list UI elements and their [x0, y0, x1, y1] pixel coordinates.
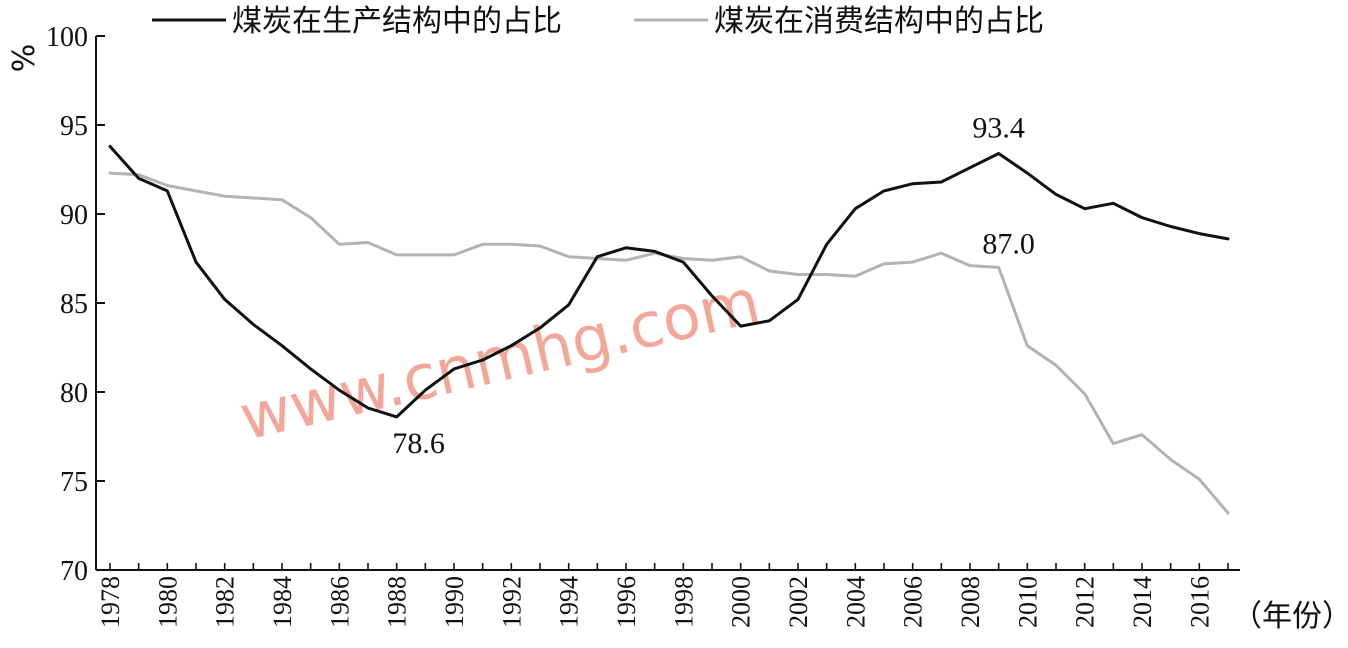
x-tick-label: 1992 — [497, 576, 526, 628]
x-tick-label: 1982 — [211, 576, 240, 628]
y-tick-label: 70 — [60, 556, 88, 587]
series-layer — [108, 144, 1230, 515]
x-tick-label: 1994 — [555, 576, 584, 628]
x-tick-label: 2016 — [1185, 576, 1214, 628]
y-tick-label: 85 — [60, 289, 88, 320]
data-label: 93.4 — [972, 111, 1025, 144]
y-tick-label: 90 — [60, 200, 88, 231]
data-label: 87.0 — [982, 227, 1035, 260]
x-tick-label: 2002 — [784, 576, 813, 628]
x-tick-label: 1986 — [325, 576, 354, 628]
annotation-layer: 93.4 78.6 87.0 — [392, 111, 1035, 460]
x-tick-label: 1984 — [268, 576, 297, 628]
y-tick-label: 100 — [46, 22, 88, 53]
x-tick-label: 1978 — [96, 576, 125, 628]
x-tick-label: 1988 — [383, 576, 412, 628]
watermark: www.cnmhg.com — [233, 264, 767, 455]
x-axis-unit: （年份） — [1232, 599, 1348, 634]
legend-label-consumption: 煤炭在消费结构中的占比 — [714, 4, 1044, 39]
x-tick-label: 1990 — [440, 576, 469, 628]
x-tick-label: 2000 — [727, 576, 756, 628]
series-line-production — [108, 144, 1230, 419]
data-label: 78.6 — [392, 427, 445, 460]
x-tick-label: 2012 — [1071, 576, 1100, 628]
y-axis-ticks: 70 75 80 85 90 95 100 — [46, 22, 105, 587]
x-tick-label: 2010 — [1013, 576, 1042, 628]
legend: 煤炭在生产结构中的占比 煤炭在消费结构中的占比 — [152, 4, 1044, 39]
y-tick-label: 80 — [60, 378, 88, 409]
x-tick-label: 1980 — [153, 576, 182, 628]
x-tick-label: 1996 — [612, 576, 641, 628]
y-tick-label: 75 — [60, 467, 88, 498]
y-tick-label: 95 — [60, 111, 88, 142]
y-axis-unit: % — [4, 44, 39, 73]
legend-label-production: 煤炭在生产结构中的占比 — [232, 4, 562, 39]
x-tick-label: 2014 — [1128, 576, 1157, 628]
x-tick-label: 1998 — [669, 576, 698, 628]
x-axis-ticks: 1978 1980 1982 1984 1986 1988 1990 1992 1994 1996… — [96, 563, 1229, 628]
x-tick-label: 2006 — [899, 576, 928, 628]
x-tick-label: 2004 — [841, 576, 870, 628]
x-tick-label: 2008 — [956, 576, 985, 628]
